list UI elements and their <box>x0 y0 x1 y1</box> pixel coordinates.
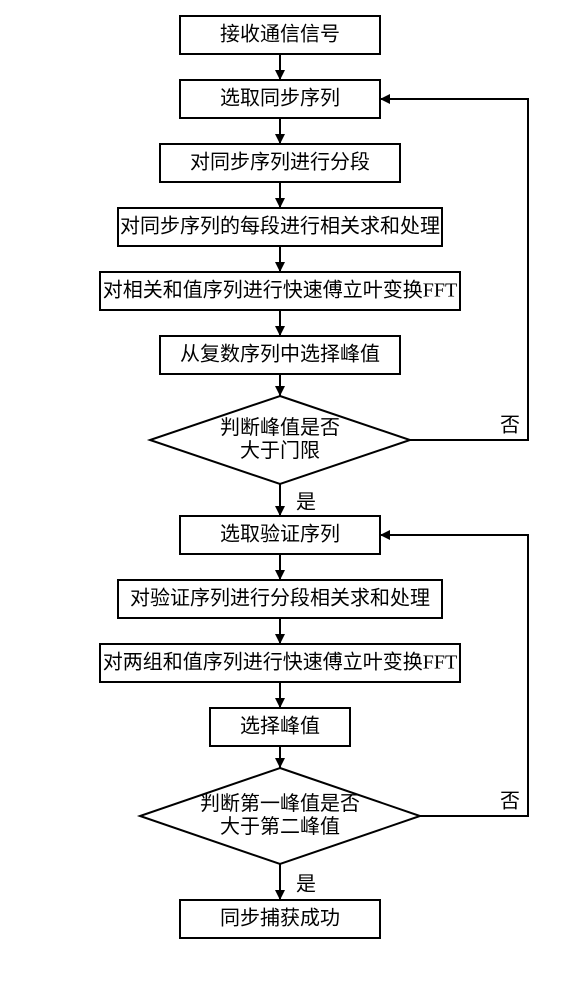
node-text: 对验证序列进行分段相关求和处理 <box>130 587 430 610</box>
branch-label: 否 <box>500 791 520 813</box>
node-text: 同步捕获成功 <box>220 907 340 930</box>
node-text: 接收通信信号 <box>220 23 340 46</box>
node-text: 对同步序列进行分段 <box>190 151 370 174</box>
node-text: 从复数序列中选择峰值 <box>180 343 380 366</box>
node-text: 大于门限 <box>240 439 320 462</box>
node-text: 对两组和值序列进行快速傅立叶变换FFT <box>103 651 457 674</box>
branch-label: 是 <box>296 492 316 514</box>
node-text: 选择峰值 <box>240 715 320 738</box>
node-text: 选取验证序列 <box>220 523 340 546</box>
node-text: 判断第一峰值是否 <box>200 792 360 815</box>
node-text: 选取同步序列 <box>220 87 340 110</box>
branch-label: 否 <box>500 415 520 437</box>
node-text: 对同步序列的每段进行相关求和处理 <box>120 215 440 238</box>
branch-label: 是 <box>296 874 316 896</box>
node-text: 判断峰值是否 <box>220 416 340 439</box>
node-text: 大于第二峰值 <box>220 815 340 838</box>
node-text: 对相关和值序列进行快速傅立叶变换FFT <box>103 279 457 302</box>
